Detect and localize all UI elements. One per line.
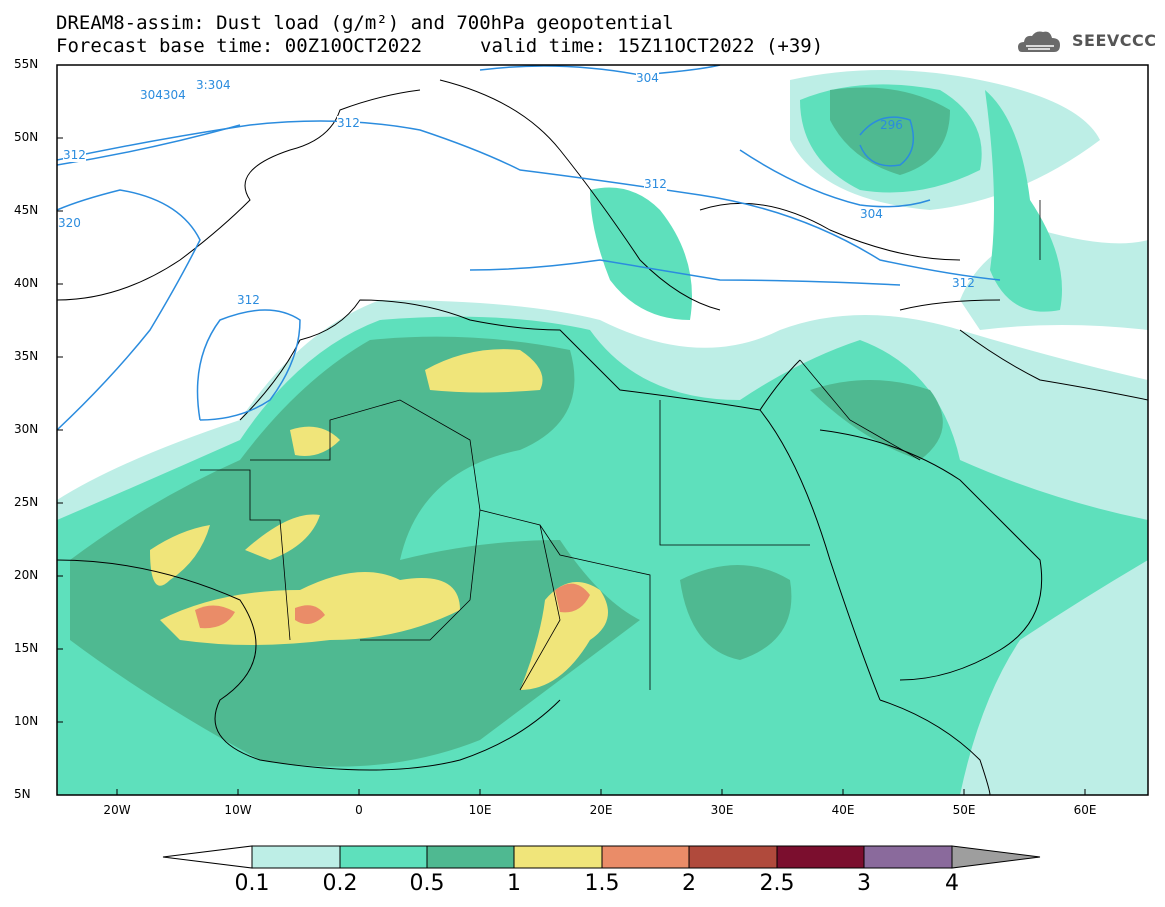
- lat-label: 55N: [14, 57, 39, 71]
- contour-label: 320: [58, 216, 81, 230]
- contour-label: 312: [237, 293, 260, 307]
- lat-label: 40N: [14, 276, 39, 290]
- colorbar-label: 4: [945, 871, 959, 896]
- dust-region-dark: [70, 336, 640, 767]
- dust-region-yellow-tunisia: [425, 349, 543, 393]
- contour-label: 296: [880, 118, 903, 132]
- colorbar: [162, 845, 1041, 869]
- lon-label: 0: [355, 803, 363, 817]
- colorbar-label: 1: [507, 871, 521, 896]
- lat-label: 30N: [14, 422, 39, 436]
- dust-region-orange-chad: [555, 583, 590, 613]
- lon-label: 60E: [1073, 803, 1097, 817]
- dust-region-dark-north: [830, 87, 950, 175]
- contour-label: 312: [63, 148, 86, 162]
- colorbar-label: 1.5: [584, 871, 620, 896]
- cloud-logo-icon: [1018, 31, 1060, 52]
- chart-title: DREAM8-assim: Dust load (g/m²) and 700hP…: [56, 12, 674, 34]
- colorbar-label: 0.5: [409, 871, 445, 896]
- lon-label: 30E: [710, 803, 734, 817]
- contour-label: 304304: [140, 88, 186, 102]
- coastlines: [57, 79, 1148, 795]
- lon-label: 10E: [468, 803, 492, 817]
- dust-region-medium-caspian: [985, 90, 1062, 312]
- dust-region-yellow-mauritania: [150, 525, 210, 586]
- lat-label: 50N: [14, 130, 39, 144]
- lon-label: 20W: [103, 803, 131, 817]
- contour-label: 312: [644, 177, 667, 191]
- dust-region-orange-niger: [295, 605, 325, 624]
- lat-label: 15N: [14, 641, 39, 655]
- contour-label: 3:304: [196, 78, 231, 92]
- lon-label: 20E: [589, 803, 613, 817]
- colorbar-label: 3: [857, 871, 871, 896]
- dust-region-yellow-sahara: [290, 426, 340, 456]
- colorbar-label: 0.1: [234, 871, 270, 896]
- lat-label: 25N: [14, 495, 39, 509]
- lat-label: 10N: [14, 714, 39, 728]
- lon-label: 40E: [831, 803, 855, 817]
- colorbar-label: 0.2: [322, 871, 358, 896]
- dust-region-dark-arabia: [810, 380, 943, 460]
- lat-label: 45N: [14, 203, 39, 217]
- contour-label: 304: [860, 207, 883, 221]
- axis-ticks: [57, 137, 1086, 795]
- dust-region-orange-mali: [195, 605, 235, 629]
- lat-label: 35N: [14, 349, 39, 363]
- dust-region-yellow-chad: [520, 582, 608, 690]
- dust-region-dark-sudan: [680, 565, 792, 660]
- country-borders: [200, 200, 1041, 691]
- colorbar-label: 2.5: [759, 871, 795, 896]
- lon-label: 10W: [224, 803, 252, 817]
- colorbar-label: 2: [682, 871, 696, 896]
- valid-time: valid time: 15Z11OCT2022 (+39): [480, 35, 824, 57]
- dust-region-yellow-algeria: [245, 514, 320, 560]
- contour-label: 304: [636, 71, 659, 85]
- logo-text: SEEVCCC: [1072, 31, 1157, 50]
- contour-label: 312: [337, 116, 360, 130]
- lon-label: 50E: [952, 803, 976, 817]
- contour-label: 312: [952, 276, 975, 290]
- lat-label: 20N: [14, 568, 39, 582]
- forecast-base-time: Forecast base time: 00Z10OCT2022: [56, 35, 423, 57]
- lat-label: 5N: [14, 787, 31, 801]
- dust-region-medium-balkans: [590, 187, 692, 320]
